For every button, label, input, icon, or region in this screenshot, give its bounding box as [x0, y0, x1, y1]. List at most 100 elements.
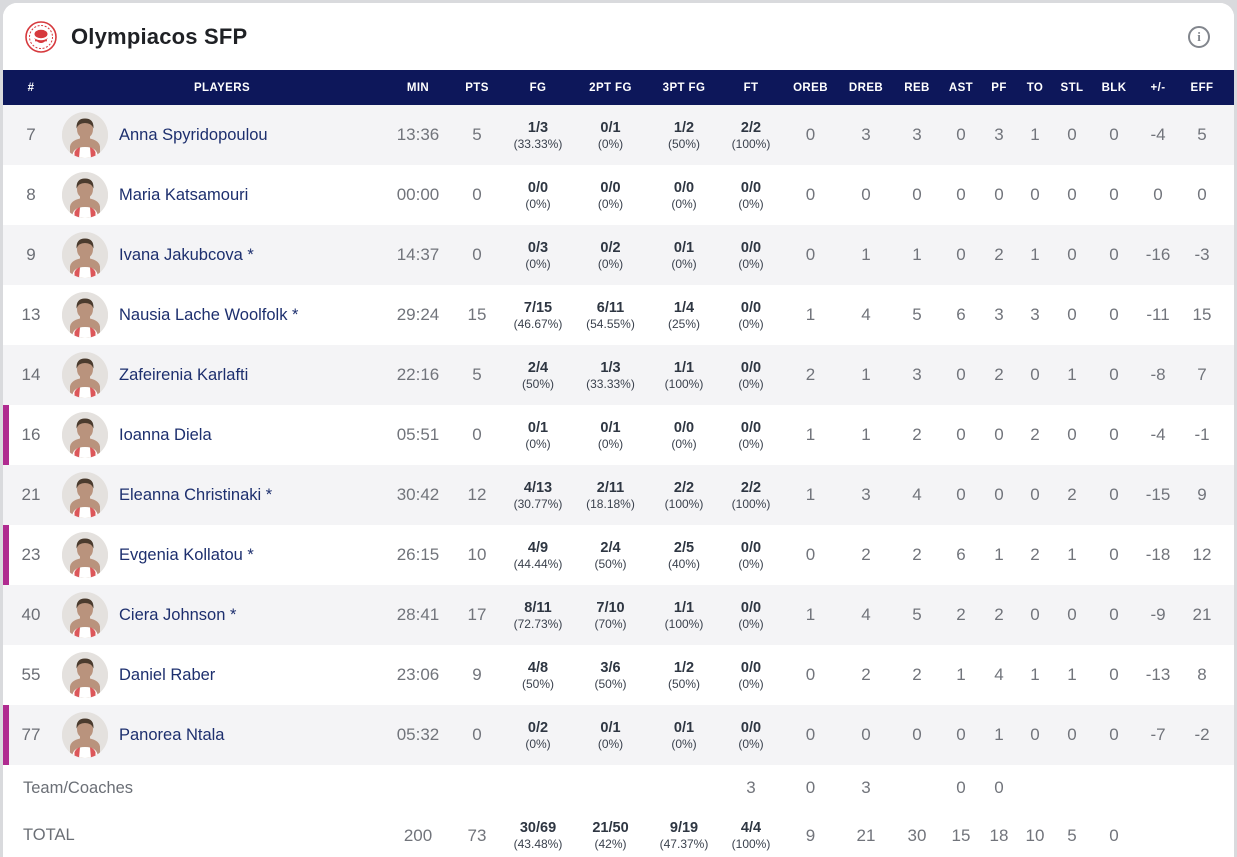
stat-plusminus: -9	[1150, 605, 1166, 624]
stat-oreb: 0	[805, 725, 816, 744]
stat-blk: 0	[1109, 365, 1119, 384]
info-icon[interactable]: i	[1188, 25, 1210, 48]
stat-plusminus: -11	[1146, 305, 1170, 324]
player-name[interactable]: Ivana Jakubcova *	[119, 245, 254, 264]
player-jersey-number: 7	[26, 125, 36, 144]
stat-2ptfg: 0/0 (0%)	[597, 179, 624, 211]
stat-plusminus: -13	[1145, 665, 1171, 684]
stat-oreb: 0	[805, 125, 816, 144]
stat-pts: 10	[467, 545, 487, 564]
stat-ast: 0	[956, 245, 966, 264]
stat-ast: 6	[956, 545, 966, 564]
stat-eff: -3	[1194, 245, 1210, 264]
player-jersey-number: 21	[21, 485, 41, 504]
player-name[interactable]: Anna Spyridopoulou	[119, 125, 268, 144]
player-name[interactable]: Evgenia Kollatou *	[119, 545, 254, 564]
player-name[interactable]: Zafeirenia Karlafti	[119, 365, 249, 384]
stat-eff: -2	[1194, 725, 1210, 744]
stat-dreb: 4	[861, 305, 871, 324]
stat-oreb: 0	[805, 185, 816, 204]
stat-blk: 0	[1109, 485, 1119, 504]
col-header-min: MIN	[406, 81, 430, 94]
stat-dreb: 3	[861, 125, 871, 144]
stat-blk: 0	[1109, 305, 1119, 324]
stat-ft: 0/0 (0%)	[738, 299, 764, 331]
stat-pf: 2	[994, 245, 1004, 264]
player-row: 16 Ioanna Diela 05:51 0 0/1 (0%) 0/1 (0%)	[3, 405, 1234, 465]
player-jersey-number: 13	[21, 305, 41, 324]
player-name[interactable]: Panorea Ntala	[119, 725, 225, 744]
stat-ft: 0/0 (0%)	[738, 719, 764, 751]
player-row: 40 Ciera Johnson * 28:41 17 8/11 (72.73%)…	[3, 585, 1234, 645]
stat-3ptfg: 1/1 (100%)	[664, 359, 704, 391]
stat-stl: 1	[1067, 365, 1077, 384]
stat-reb: 0	[912, 725, 922, 744]
player-name[interactable]: Daniel Raber	[119, 665, 216, 684]
stat-plusminus: 0	[1153, 185, 1163, 204]
player-name[interactable]: Maria Katsamouri	[119, 185, 249, 204]
player-avatar	[62, 352, 108, 398]
col-header-plusminus: +/-	[1150, 81, 1166, 94]
stat-ast: 0	[956, 185, 966, 204]
stat-oreb: 1	[805, 485, 816, 504]
team-dreb: 0	[805, 778, 816, 797]
total-min: 200	[403, 825, 433, 845]
stat-reb: 2	[912, 545, 922, 564]
player-row: 21 Eleanna Christinaki * 30:42 12 4/13 (3…	[3, 465, 1234, 525]
stat-fg: 0/0 (0%)	[525, 179, 551, 211]
total-pf: 18	[989, 825, 1009, 845]
player-jersey-number: 14	[21, 365, 41, 384]
stat-eff: 21	[1192, 605, 1212, 624]
player-jersey-number: 77	[21, 725, 41, 744]
player-avatar	[62, 172, 108, 218]
total-oreb: 9	[805, 825, 816, 845]
stat-ft: 0/0 (0%)	[738, 659, 764, 691]
stat-3ptfg: 0/1 (0%)	[671, 239, 697, 271]
col-header-to: TO	[1026, 81, 1044, 94]
player-row: 77 Panorea Ntala 05:32 0 0/2 (0%) 0/1 (0%)	[3, 705, 1234, 765]
player-name[interactable]: Eleanna Christinaki *	[119, 485, 273, 504]
player-name[interactable]: Ioanna Diela	[119, 425, 212, 444]
total-ast: 15	[951, 825, 971, 845]
stat-pts: 15	[467, 305, 487, 324]
stat-reb: 0	[912, 185, 922, 204]
player-jersey-number: 23	[21, 545, 41, 564]
stat-oreb: 0	[805, 245, 816, 264]
stat-dreb: 1	[861, 365, 871, 384]
player-avatar	[62, 292, 108, 338]
player-avatar	[62, 652, 108, 698]
total-row: TOTAL 200 73 30/69 (43.48%) 21/50 (42%) 9/…	[3, 811, 1234, 857]
col-header-reb: REB	[904, 81, 930, 94]
player-avatar	[62, 712, 108, 758]
stat-2ptfg: 3/6 (50%)	[594, 659, 627, 691]
col-header-2ptfg: 2PT FG	[589, 81, 632, 94]
total-dreb: 21	[856, 825, 876, 845]
col-header-ft: FT	[743, 81, 759, 94]
stat-stl: 0	[1067, 245, 1077, 264]
stat-min: 05:51	[396, 425, 440, 444]
stat-eff: 0	[1197, 185, 1207, 204]
stat-to: 0	[1030, 185, 1040, 204]
player-row: 55 Daniel Raber 23:06 9 4/8 (50%) 3/6 (50%…	[3, 645, 1234, 705]
stat-dreb: 2	[861, 545, 871, 564]
stat-ft: 0/0 (0%)	[738, 359, 764, 391]
stat-pts: 0	[472, 725, 482, 744]
total-fg: 30/69 (43.48%)	[513, 820, 563, 851]
stat-min: 28:41	[396, 605, 440, 624]
player-name[interactable]: Ciera Johnson *	[119, 605, 237, 624]
stat-pts: 0	[472, 425, 482, 444]
stat-pts: 9	[472, 665, 482, 684]
stat-2ptfg: 0/2 (0%)	[597, 239, 624, 271]
stat-fg: 2/4 (50%)	[521, 359, 554, 391]
stat-3ptfg: 1/2 (50%)	[667, 659, 700, 691]
stat-ft: 0/0 (0%)	[738, 599, 764, 631]
stats-card: Olympiacos SFP i # PLAYERS MIN PTS FG 2P…	[3, 3, 1234, 857]
stat-reb: 4	[912, 485, 922, 504]
total-2ptfg: 21/50 (42%)	[592, 820, 629, 851]
player-name[interactable]: Nausia Lache Woolfolk *	[119, 305, 299, 324]
col-header-blk: BLK	[1101, 81, 1127, 94]
stat-oreb: 0	[805, 665, 816, 684]
col-header-stl: STL	[1060, 81, 1084, 94]
stat-stl: 2	[1067, 485, 1077, 504]
stat-pts: 0	[472, 185, 482, 204]
